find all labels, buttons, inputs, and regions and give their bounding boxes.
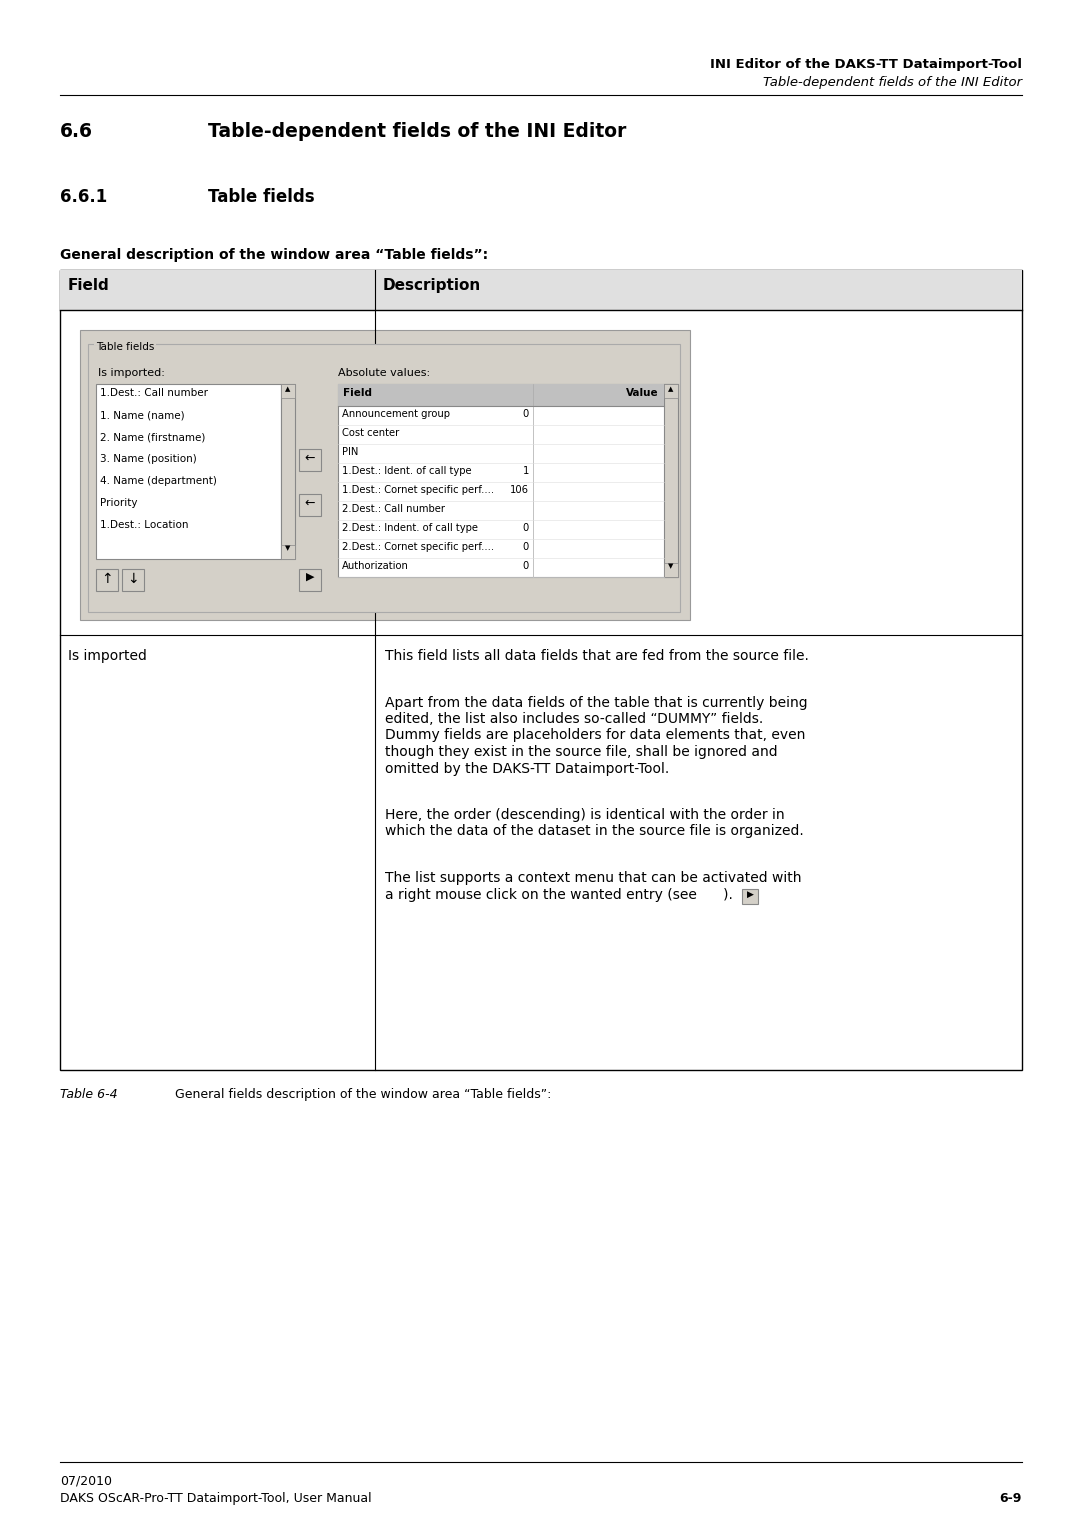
Text: Cost center: Cost center — [342, 428, 400, 438]
Text: Announcement group: Announcement group — [342, 409, 450, 418]
Text: a right mouse click on the wanted entry (see      ).: a right mouse click on the wanted entry … — [384, 887, 733, 901]
Text: Description: Description — [383, 278, 482, 293]
Text: 07/2010: 07/2010 — [60, 1475, 112, 1487]
Text: omitted by the DAKS-TT Dataimport-Tool.: omitted by the DAKS-TT Dataimport-Tool. — [384, 762, 670, 776]
Text: ▲: ▲ — [285, 386, 291, 392]
Text: Authorization: Authorization — [342, 560, 409, 571]
Text: Field: Field — [343, 388, 372, 399]
Text: Absolute values:: Absolute values: — [338, 368, 430, 379]
Bar — [80, 330, 690, 620]
Text: 6.6: 6.6 — [60, 122, 93, 140]
Bar — [96, 383, 281, 559]
Bar — [299, 495, 321, 516]
Text: The list supports a context menu that can be activated with: The list supports a context menu that ca… — [384, 870, 801, 886]
Text: ▼: ▼ — [669, 563, 674, 570]
Text: Table 6-4: Table 6-4 — [60, 1089, 118, 1101]
Text: Is imported:: Is imported: — [98, 368, 165, 379]
Text: 2.Dest.: Indent. of call type: 2.Dest.: Indent. of call type — [342, 524, 478, 533]
Text: ▼: ▼ — [285, 545, 291, 551]
Bar — [60, 270, 1022, 310]
Text: General description of the window area “Table fields”:: General description of the window area “… — [60, 247, 488, 263]
Text: Table fields: Table fields — [208, 188, 314, 206]
Text: Table-dependent fields of the INI Editor: Table-dependent fields of the INI Editor — [208, 122, 626, 140]
Bar — [60, 270, 1022, 1070]
Bar — [281, 383, 295, 399]
Text: 1: 1 — [523, 466, 529, 476]
Bar — [94, 331, 156, 345]
Text: Table fields: Table fields — [96, 342, 154, 353]
Bar — [122, 570, 144, 591]
Text: which the data of the dataset in the source file is organized.: which the data of the dataset in the sou… — [384, 825, 804, 838]
Text: though they exist in the source file, shall be ignored and: though they exist in the source file, sh… — [384, 745, 778, 759]
Bar — [87, 344, 680, 612]
Text: 4. Name (department): 4. Name (department) — [100, 476, 217, 486]
Text: ↑: ↑ — [102, 573, 112, 586]
Text: This field lists all data fields that are fed from the source file.: This field lists all data fields that ar… — [384, 649, 809, 663]
Bar — [742, 889, 758, 904]
Text: 1.Dest.: Call number: 1.Dest.: Call number — [100, 388, 208, 399]
Text: 2. Name (firstname): 2. Name (firstname) — [100, 432, 205, 441]
Text: 3. Name (position): 3. Name (position) — [100, 454, 197, 464]
Text: 6.6.1: 6.6.1 — [60, 188, 107, 206]
Text: 2.Dest.: Call number: 2.Dest.: Call number — [342, 504, 445, 515]
Text: ▶: ▶ — [306, 573, 314, 582]
Bar — [338, 383, 664, 406]
Text: INI Editor of the DAKS-TT Dataimport-Tool: INI Editor of the DAKS-TT Dataimport-Too… — [710, 58, 1022, 70]
Text: 1.Dest.: Ident. of call type: 1.Dest.: Ident. of call type — [342, 466, 472, 476]
Text: Value: Value — [626, 388, 659, 399]
Bar — [664, 563, 678, 577]
Text: DAKS OScAR-Pro-TT Dataimport-Tool, User Manual: DAKS OScAR-Pro-TT Dataimport-Tool, User … — [60, 1492, 372, 1506]
Text: Dummy fields are placeholders for data elements that, even: Dummy fields are placeholders for data e… — [384, 728, 806, 742]
Bar — [338, 383, 678, 577]
Text: 2.Dest.: Cornet specific perf....: 2.Dest.: Cornet specific perf.... — [342, 542, 495, 551]
Text: 6-9: 6-9 — [1000, 1492, 1022, 1506]
Text: ▲: ▲ — [669, 386, 674, 392]
Bar — [664, 383, 678, 577]
Text: General fields description of the window area “Table fields”:: General fields description of the window… — [175, 1089, 552, 1101]
Text: 106: 106 — [510, 486, 529, 495]
Bar — [299, 449, 321, 470]
Text: 0: 0 — [523, 560, 529, 571]
Text: 0: 0 — [523, 542, 529, 551]
Text: Field: Field — [68, 278, 110, 293]
Text: Is imported: Is imported — [68, 649, 147, 663]
Text: Here, the order (descending) is identical with the order in: Here, the order (descending) is identica… — [384, 808, 785, 822]
Text: PIN: PIN — [342, 447, 359, 457]
Text: edited, the list also includes so-called “DUMMY” fields.: edited, the list also includes so-called… — [384, 712, 764, 725]
Bar — [299, 570, 321, 591]
Text: 1.Dest.: Cornet specific perf....: 1.Dest.: Cornet specific perf.... — [342, 486, 495, 495]
Bar — [96, 570, 118, 591]
Text: 0: 0 — [523, 409, 529, 418]
Text: 1. Name (name): 1. Name (name) — [100, 411, 185, 420]
Bar — [281, 383, 295, 559]
Text: ←: ← — [305, 452, 315, 466]
Bar — [281, 545, 295, 559]
Bar — [664, 383, 678, 399]
Text: Table-dependent fields of the INI Editor: Table-dependent fields of the INI Editor — [762, 76, 1022, 89]
Text: 1.Dest.: Location: 1.Dest.: Location — [100, 521, 189, 530]
Text: ↓: ↓ — [127, 573, 139, 586]
Text: ←: ← — [305, 496, 315, 510]
Text: Apart from the data fields of the table that is currently being: Apart from the data fields of the table … — [384, 695, 808, 710]
Text: Priority: Priority — [100, 498, 137, 508]
Text: ▶: ▶ — [746, 890, 754, 898]
Text: 0: 0 — [523, 524, 529, 533]
